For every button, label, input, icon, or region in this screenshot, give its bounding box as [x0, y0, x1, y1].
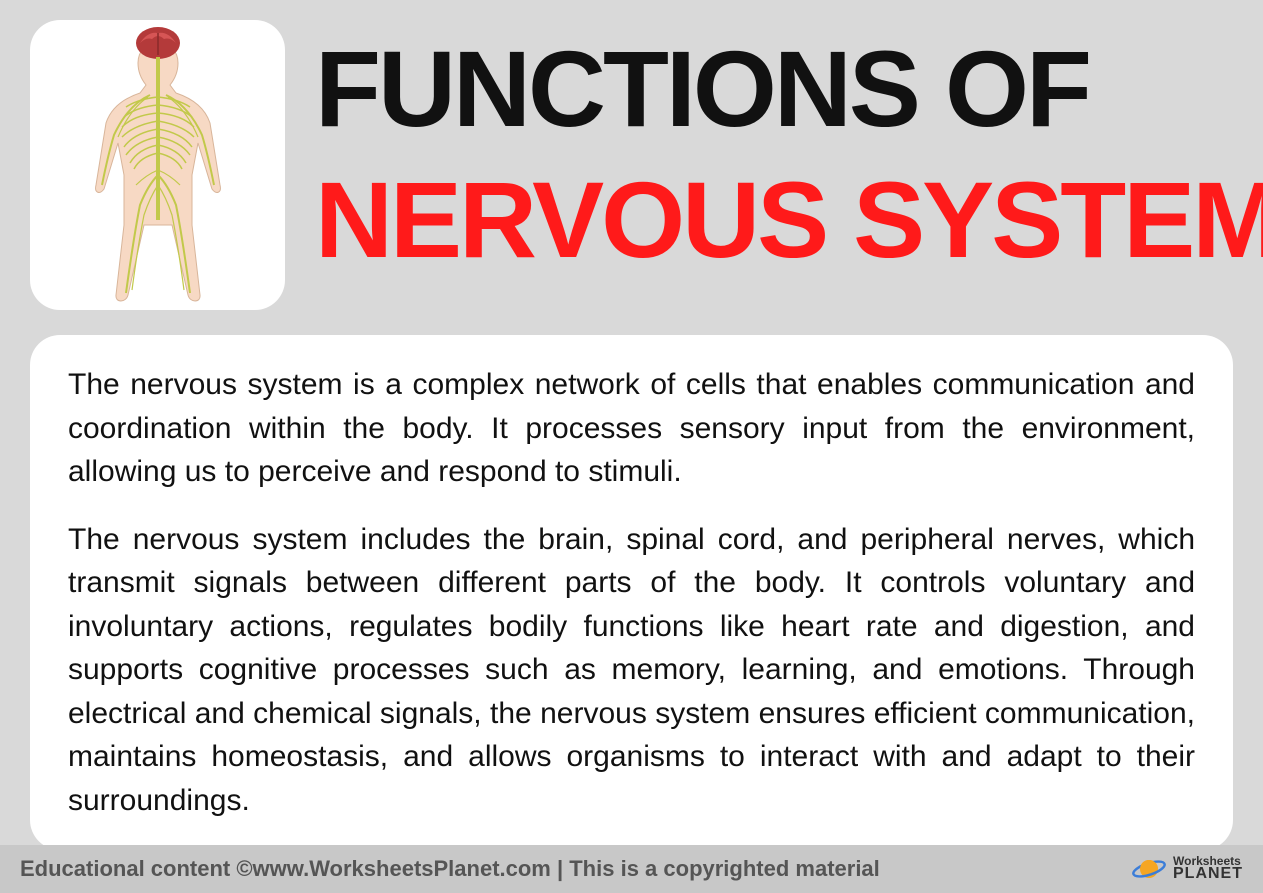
- header: FUNCTIONS OF NERVOUS SYSTEM: [0, 0, 1263, 320]
- title-line-2: NERVOUS SYSTEM: [315, 163, 1263, 276]
- title-line-1: FUNCTIONS OF: [315, 35, 1263, 143]
- human-nervous-system-icon: [78, 25, 238, 305]
- content-box: The nervous system is a complex network …: [30, 335, 1233, 850]
- title-block: FUNCTIONS OF NERVOUS SYSTEM: [315, 20, 1263, 276]
- worksheets-planet-logo: Worksheets PLANET: [1131, 855, 1243, 883]
- nervous-system-illustration: [30, 20, 285, 310]
- footer-copyright-text: Educational content ©www.WorksheetsPlane…: [20, 856, 880, 882]
- paragraph-2: The nervous system includes the brain, s…: [68, 518, 1195, 823]
- footer: Educational content ©www.WorksheetsPlane…: [0, 845, 1263, 893]
- logo-line-2: PLANET: [1173, 867, 1243, 881]
- logo-text: Worksheets PLANET: [1173, 856, 1243, 881]
- planet-icon: [1131, 855, 1167, 883]
- paragraph-1: The nervous system is a complex network …: [68, 363, 1195, 494]
